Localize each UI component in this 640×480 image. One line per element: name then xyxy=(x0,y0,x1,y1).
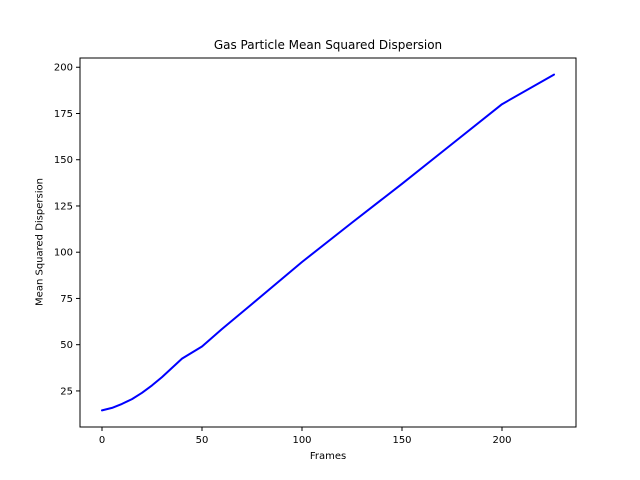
x-tick-label: 200 xyxy=(492,435,511,446)
data-line xyxy=(101,73,555,412)
x-tick-label: 100 xyxy=(292,435,311,446)
x-tick-label: 0 xyxy=(99,435,105,446)
y-tick-label: 175 xyxy=(54,109,73,120)
y-tick-label: 50 xyxy=(60,340,73,351)
y-tick-label: 200 xyxy=(54,63,73,74)
y-tick-label: 25 xyxy=(60,386,73,397)
x-tick-label: 50 xyxy=(196,435,209,446)
y-tick-label: 150 xyxy=(54,155,73,166)
x-tick-label: 150 xyxy=(392,435,411,446)
y-tick-label: 125 xyxy=(54,201,73,212)
x-axis-label: Frames xyxy=(309,451,347,462)
y-tick-label: 75 xyxy=(60,294,73,305)
y-tick-label: 100 xyxy=(54,248,73,259)
plot-frame xyxy=(79,57,577,428)
chart-title: Gas Particle Mean Squared Dispersion xyxy=(213,38,443,52)
